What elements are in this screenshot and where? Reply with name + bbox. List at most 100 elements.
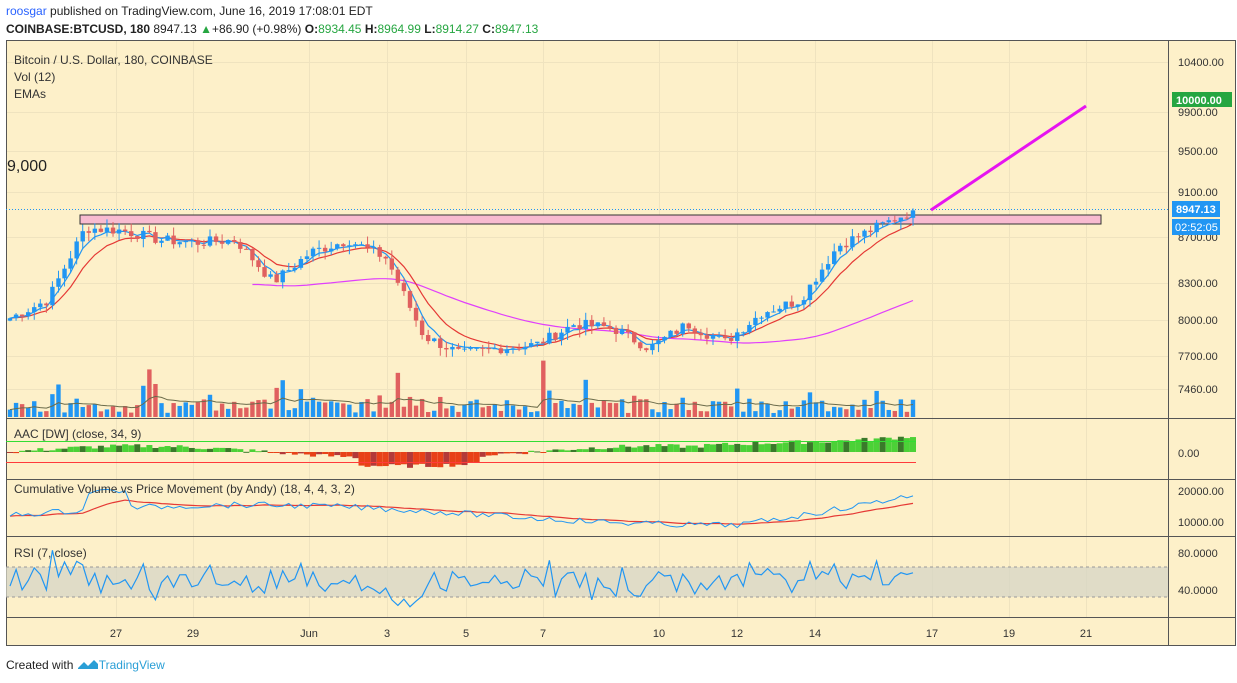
candle-body <box>365 244 370 248</box>
candle-body <box>256 260 261 268</box>
projection-line[interactable] <box>930 104 1087 212</box>
aac-bar <box>134 444 141 452</box>
candle-body <box>674 330 679 334</box>
price-tick-label: 7700.00 <box>1178 351 1218 363</box>
time-tick-label: 5 <box>463 628 469 640</box>
aac-bar <box>352 452 359 459</box>
candle-body <box>577 325 582 330</box>
candle-body <box>225 240 231 244</box>
volume-bar <box>341 403 346 417</box>
candle-body <box>322 247 328 252</box>
candle-body <box>601 322 607 327</box>
volume-bar <box>462 404 467 417</box>
aac-bar <box>91 448 98 452</box>
candle-body <box>722 335 728 339</box>
candle-body <box>329 248 334 252</box>
aac-bar <box>594 449 601 452</box>
aac-bar <box>176 445 183 452</box>
volume-bar <box>892 410 898 417</box>
volume-bar <box>365 399 370 417</box>
volume-bar <box>601 400 607 417</box>
aac-bar <box>449 452 456 467</box>
aac-bar <box>267 452 274 453</box>
aac-bar <box>140 447 147 452</box>
volume-bar <box>329 401 334 417</box>
candle-body <box>904 217 910 219</box>
volume-bar <box>741 411 746 417</box>
resistance-zone[interactable] <box>79 214 1102 225</box>
volume-bar <box>728 406 734 417</box>
time-tick-label: 14 <box>809 628 821 640</box>
volume-bar <box>541 360 546 417</box>
time-axis-bg <box>6 618 1236 646</box>
candle-body <box>13 314 19 319</box>
volume-bar <box>177 405 182 417</box>
candle-body <box>395 269 401 283</box>
volume-bar <box>613 403 619 417</box>
candle-body <box>474 347 479 349</box>
aac-bar <box>728 444 735 452</box>
candle-body <box>80 231 85 242</box>
volume-bar <box>480 407 485 417</box>
candle-body <box>335 244 340 249</box>
aac-bar <box>243 451 250 453</box>
aac-bar <box>491 452 498 456</box>
volume-bar <box>425 412 431 417</box>
time-axis[interactable]: 27 29 Jun 3 5 7 10 12 14 17 19 21 <box>110 628 1092 640</box>
aac-bar <box>116 445 123 452</box>
candle-body <box>553 332 558 340</box>
aac-bar <box>891 439 898 452</box>
volume-bar <box>522 406 528 417</box>
publish-info: published on TradingView.com, June 16, 2… <box>50 4 373 18</box>
footer-brand[interactable]: TradingView <box>98 658 165 672</box>
aac-bar <box>231 448 238 452</box>
volume-bar <box>468 401 473 417</box>
candle-body <box>698 332 704 336</box>
aac-bar <box>903 438 910 452</box>
aac-bar <box>825 442 832 452</box>
volume-bar <box>710 401 716 417</box>
volume-bar <box>207 394 213 417</box>
aac-bar <box>194 448 201 452</box>
volume-bar <box>498 410 504 417</box>
volume-bar <box>862 399 867 417</box>
author-link[interactable]: roosgar <box>6 4 47 18</box>
volume-bar <box>650 409 655 417</box>
candle-body <box>250 248 255 261</box>
candle-body <box>19 314 25 317</box>
low-value: 8914.27 <box>435 22 479 36</box>
chart-canvas[interactable]: Bitcoin / U.S. Dollar, 180, COINBASE Vol… <box>0 38 1237 658</box>
volume-bar <box>813 402 819 417</box>
aac-bar <box>552 449 559 452</box>
volume-bar <box>383 407 388 417</box>
candle-body <box>347 245 352 247</box>
volume-bar <box>316 401 322 417</box>
volume-bar <box>401 406 407 417</box>
volume-bar <box>407 396 413 417</box>
aac-bar <box>443 452 450 464</box>
candle-body <box>165 235 170 241</box>
candle-body <box>116 229 122 234</box>
aac-bar <box>576 449 583 452</box>
candle-body <box>480 347 485 349</box>
candle-body <box>504 349 510 354</box>
candle-body <box>728 338 734 341</box>
volume-bar <box>856 409 861 417</box>
aac-bar <box>206 448 213 452</box>
candle-body <box>56 278 61 287</box>
candle-body <box>522 346 528 350</box>
volume-bar <box>898 399 904 417</box>
time-tick-label: 19 <box>1003 628 1015 640</box>
target-price-tag <box>1172 92 1232 107</box>
candle-body <box>110 227 116 234</box>
candle-body <box>32 307 37 313</box>
candle-body <box>777 308 782 312</box>
aac-bar <box>213 447 220 452</box>
candle-body <box>759 317 764 319</box>
volume-bar <box>868 408 873 417</box>
aac-bar <box>764 443 771 452</box>
aac-bar <box>328 452 335 457</box>
candle-body <box>619 330 625 334</box>
candle-body <box>189 240 195 242</box>
price-axis[interactable]: 10400.009900.009500.009100.008700.008300… <box>1178 57 1224 396</box>
